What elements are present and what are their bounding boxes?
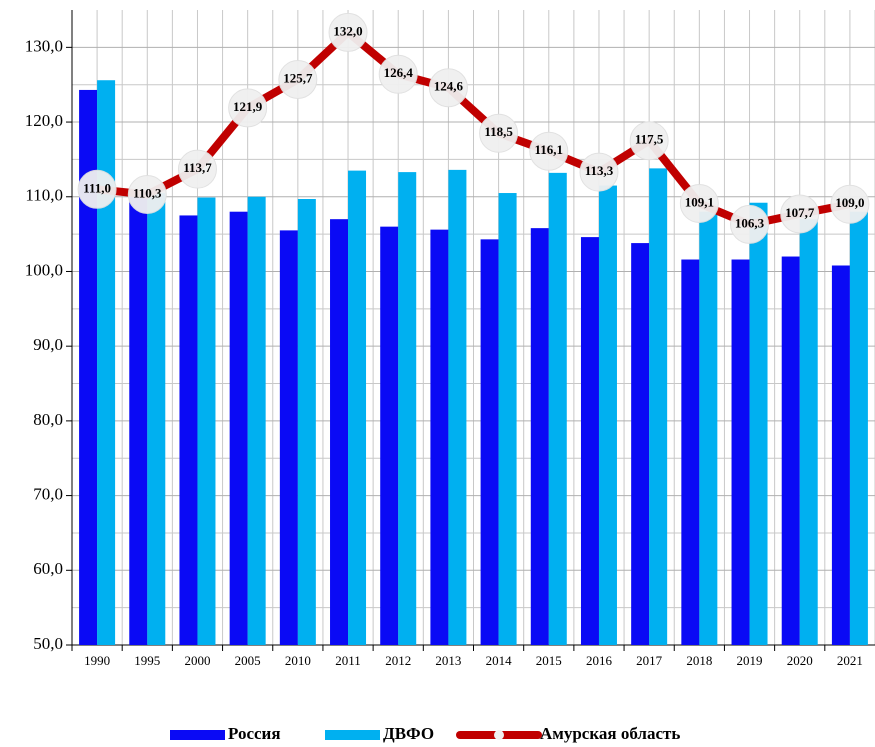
bar [480, 239, 499, 646]
marker [579, 152, 619, 192]
bar [580, 237, 599, 645]
marker [378, 54, 418, 94]
x-tick-label: 2015 [536, 653, 562, 668]
bar [79, 89, 98, 645]
marker [278, 59, 318, 99]
bar [731, 259, 750, 645]
marker [228, 88, 268, 128]
bar [348, 170, 367, 645]
x-tick-label: 2021 [837, 653, 863, 668]
data-label: 113,3 [585, 163, 614, 178]
marker [77, 169, 117, 209]
data-label: 110,3 [133, 186, 162, 201]
x-tick-label: 2011 [335, 653, 361, 668]
y-tick-label: 130,0 [25, 36, 63, 55]
x-tick-label: 2019 [737, 653, 763, 668]
legend-marker [494, 730, 504, 740]
y-tick-label: 60,0 [33, 559, 63, 578]
legend-label: Россия [228, 724, 281, 743]
x-tick-label: 2013 [435, 653, 461, 668]
marker [629, 121, 669, 161]
bar [279, 230, 298, 645]
legend-label: Амурская область [540, 724, 680, 743]
marker [830, 184, 870, 224]
data-label: 111,0 [83, 180, 111, 195]
bar [649, 168, 668, 645]
legend-swatch [170, 730, 225, 740]
bar [398, 172, 417, 646]
legend-label: ДВФО [383, 724, 434, 743]
bar [229, 211, 248, 646]
data-label: 109,1 [685, 194, 714, 209]
bar [831, 265, 850, 645]
x-tick-label: 2000 [184, 653, 210, 668]
marker [780, 194, 820, 234]
x-tick-label: 2010 [285, 653, 311, 668]
data-label: 124,6 [434, 79, 464, 94]
x-tick-label: 2020 [787, 653, 813, 668]
bar [681, 259, 700, 645]
data-label: 117,5 [635, 132, 664, 147]
x-tick-label: 1995 [134, 653, 160, 668]
data-label: 107,7 [785, 205, 815, 220]
y-tick-label: 90,0 [33, 335, 63, 354]
data-label: 126,4 [384, 65, 414, 80]
data-label: 132,0 [333, 23, 362, 38]
bar [498, 193, 517, 645]
bar [147, 193, 166, 645]
marker [177, 149, 217, 189]
y-tick-label: 100,0 [25, 260, 63, 279]
bar [781, 256, 800, 645]
marker [529, 131, 569, 171]
x-tick-label: 2016 [586, 653, 613, 668]
x-tick-label: 2012 [385, 653, 411, 668]
bar [548, 172, 567, 645]
x-tick-label: 1990 [84, 653, 110, 668]
data-label: 118,5 [484, 124, 513, 139]
y-tick-label: 80,0 [33, 410, 63, 429]
marker [328, 12, 368, 52]
bar [247, 196, 266, 645]
x-tick-label: 2005 [235, 653, 261, 668]
y-tick-label: 50,0 [33, 634, 63, 653]
bar [448, 169, 467, 645]
data-label: 113,7 [183, 160, 212, 175]
y-tick-label: 70,0 [33, 484, 63, 503]
bar [530, 228, 549, 645]
marker [730, 204, 770, 244]
x-tick-label: 2017 [636, 653, 663, 668]
x-tick-label: 2018 [686, 653, 712, 668]
y-tick-label: 110,0 [25, 186, 63, 205]
data-label: 109,0 [835, 195, 864, 210]
bar [598, 185, 617, 645]
bar [430, 229, 449, 645]
bar [380, 226, 399, 645]
y-tick-label: 120,0 [25, 111, 63, 130]
data-label: 106,3 [735, 215, 765, 230]
bar [749, 202, 768, 645]
bar [699, 211, 718, 646]
marker [479, 113, 519, 153]
marker [679, 183, 719, 223]
bar [97, 80, 116, 646]
bar [330, 219, 349, 646]
data-label: 125,7 [283, 70, 313, 85]
bar [849, 211, 868, 646]
bar [197, 197, 216, 645]
marker [127, 175, 167, 215]
bar [631, 243, 650, 646]
bar [297, 199, 316, 645]
legend-swatch [325, 730, 380, 740]
bar [129, 196, 148, 645]
bar [179, 215, 198, 646]
line [96, 28, 851, 229]
marker [428, 68, 468, 108]
bar [799, 219, 818, 646]
data-label: 121,9 [233, 99, 263, 114]
x-tick-label: 2014 [486, 653, 513, 668]
data-label: 116,1 [535, 142, 564, 157]
